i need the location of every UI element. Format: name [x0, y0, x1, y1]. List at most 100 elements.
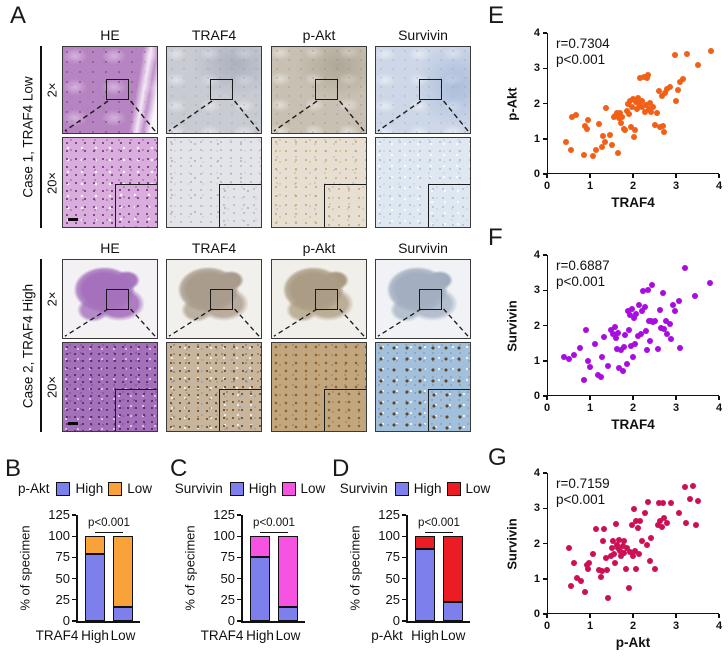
x-tick: [632, 614, 634, 618]
y-tick-label: 4: [533, 249, 540, 261]
column-header-traf4: TRAF4: [191, 27, 237, 43]
data-point: [630, 354, 636, 361]
y-tick-label: 50: [385, 570, 400, 586]
zoom-region-box: [315, 78, 339, 100]
x-axis-title: TRAF4: [200, 628, 244, 643]
histology-tile-case1-2x-survivin: [375, 46, 471, 134]
bar-high-high: [250, 557, 270, 621]
y-tick: [72, 620, 76, 622]
histology-tile-case2-2x-he: [62, 259, 158, 339]
y-tick: [543, 613, 547, 615]
histology-tile-case2-2x-survivin: [375, 259, 471, 339]
y-tick-label: 100: [48, 528, 70, 544]
data-point: [683, 51, 690, 58]
data-point: [694, 61, 701, 68]
x-tick: [675, 396, 677, 400]
annotation-line: r=0.6887: [556, 258, 610, 273]
y-axis-title: Survivin: [504, 517, 520, 570]
x-tick-label: 2: [629, 620, 637, 632]
scatter-chart-g: 0 1 2 3 4 0 1 2 3 4 r=0.7159 p<0.001 Survivin p-Akt: [500, 450, 728, 660]
x-tick-label: 2: [629, 402, 637, 414]
data-point: [625, 584, 632, 591]
data-point: [632, 340, 639, 347]
data-point: [614, 330, 621, 337]
data-point: [609, 538, 616, 545]
data-point: [590, 551, 597, 558]
y-tick: [543, 102, 547, 105]
case-label-1: Case 1, TRAF4 Low: [20, 76, 36, 198]
data-point: [611, 324, 618, 331]
data-point: [639, 287, 646, 294]
y-axis-line: [406, 515, 408, 621]
data-point: [614, 149, 621, 156]
data-point: [673, 97, 679, 104]
legend-title: Survivin: [174, 481, 223, 496]
data-point: [663, 520, 670, 527]
data-point: [627, 124, 634, 131]
y-tick-label: 0: [227, 613, 235, 628]
data-point: [594, 371, 601, 378]
data-point: [628, 522, 635, 529]
column-header-p-akt: p-Akt: [302, 240, 336, 256]
data-point: [624, 544, 631, 551]
y-tick: [402, 556, 406, 559]
histology-tile-case2-2x-p-akt: [271, 259, 367, 339]
data-point: [633, 310, 640, 317]
data-point: [672, 51, 679, 58]
data-point: [645, 498, 652, 505]
correlation-annotation: r=0.6887 p<0.001: [556, 258, 610, 290]
y-tick-label: 125: [48, 507, 70, 522]
data-point: [617, 110, 624, 117]
y-tick: [543, 173, 547, 175]
annotation-line: p<0.001: [556, 52, 606, 67]
data-point: [607, 131, 614, 138]
data-point: [656, 306, 663, 313]
data-point: [667, 335, 674, 342]
data-point: [619, 113, 626, 120]
histology-tile-case2-2x-traf4: [166, 259, 262, 339]
y-tick-label: 1: [533, 132, 540, 145]
data-point: [653, 110, 660, 117]
data-point: [583, 125, 590, 132]
x-tick: [589, 614, 591, 618]
data-point: [669, 302, 676, 309]
x-axis-title: TRAF4: [611, 417, 655, 432]
data-point: [608, 544, 615, 551]
zoom-region-box: [210, 78, 234, 100]
data-point: [616, 536, 623, 543]
y-tick-label: 0: [533, 608, 540, 620]
legend: Survivin High Low: [330, 481, 500, 496]
data-point: [677, 344, 684, 351]
x-tick-label: 3: [672, 402, 680, 414]
zoom-region-box: [419, 288, 443, 310]
histology-tile-case1-2x-traf4: [166, 46, 262, 134]
x-tick: [675, 614, 677, 618]
y-tick-label: 2: [533, 319, 540, 332]
histology-tile-case2-20x-traf4: [166, 342, 262, 432]
x-tick-label: 2: [629, 180, 637, 192]
scatter-chart-e: 0 1 2 3 4 0 1 2 3 4 r=0.7304 p<0.001 p-Akt TRAF4: [500, 10, 728, 220]
y-tick-label: 100: [213, 528, 235, 544]
y-tick: [543, 324, 547, 327]
data-point: [612, 334, 619, 341]
data-point: [568, 582, 575, 589]
data-point: [584, 357, 591, 364]
data-point: [599, 132, 606, 139]
data-point: [681, 484, 688, 491]
y-tick: [402, 599, 406, 601]
y-tick: [72, 599, 76, 601]
data-point: [660, 499, 667, 506]
x-category-label: Low: [110, 628, 136, 643]
data-point: [605, 363, 612, 370]
bar-high-low: [415, 536, 435, 549]
zoom-dash-lines: [377, 100, 469, 132]
data-point: [666, 83, 673, 90]
data-point: [637, 75, 644, 82]
y-tick-label: 0: [392, 613, 400, 628]
data-point: [682, 265, 689, 272]
case-divider-line: [40, 46, 42, 228]
x-category-label: Low: [440, 628, 466, 643]
bar-low-high: [278, 606, 298, 621]
data-point: [660, 289, 667, 296]
data-point: [682, 520, 689, 527]
